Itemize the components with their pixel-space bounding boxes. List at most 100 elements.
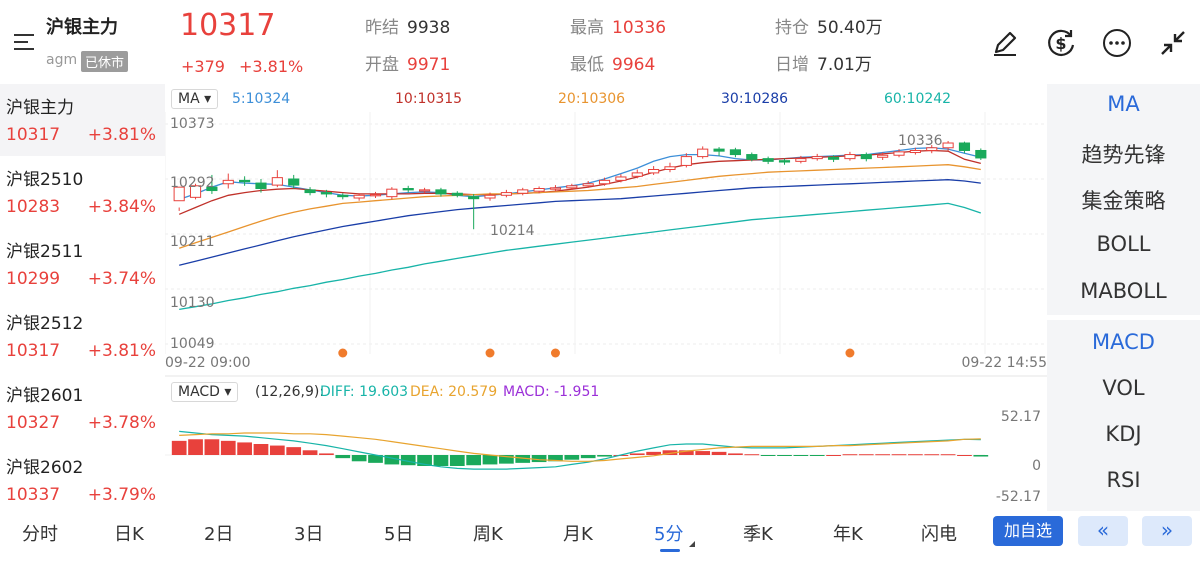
menu-icon[interactable] xyxy=(10,28,40,56)
tab-intraday[interactable]: 分时 xyxy=(22,524,58,545)
macd-bar xyxy=(695,451,711,455)
y-axis-label: 10211 xyxy=(170,234,215,250)
event-markers xyxy=(338,348,855,358)
candle xyxy=(811,156,823,160)
candle xyxy=(451,192,463,196)
tab-3day[interactable]: 3日 xyxy=(294,524,324,545)
macd-bar xyxy=(858,454,874,456)
candle xyxy=(893,151,905,156)
next-button[interactable]: » xyxy=(1142,516,1192,546)
stat-low: 最低 9964 xyxy=(570,55,656,75)
indicator-jijin[interactable]: 集金策略 xyxy=(1081,189,1166,213)
list-item[interactable]: 沪银2511 10299 +3.74% xyxy=(6,242,156,289)
macd-macd-value: MACD: -1.951 xyxy=(503,384,600,400)
indicator-ma[interactable]: MA xyxy=(1107,92,1140,116)
stat-daily-increase: 日增 7.01万 xyxy=(775,55,872,75)
candle xyxy=(517,189,529,194)
instrument-name: 沪银主力 xyxy=(46,17,118,38)
instrument-code: agm xyxy=(46,52,78,68)
macd-indicator-select[interactable]: MACD ▾ xyxy=(171,382,239,402)
tab-yearly[interactable]: 年K xyxy=(833,524,863,545)
list-item[interactable]: 沪银2510 10283 +3.84% xyxy=(6,170,156,217)
tab-2day[interactable]: 2日 xyxy=(204,524,234,545)
ma10-value: 10:10315 xyxy=(395,91,463,107)
tab-flash[interactable]: 闪电 xyxy=(921,524,957,545)
tab-5min[interactable]: 5分 xyxy=(654,524,684,545)
macd-bar xyxy=(368,455,383,463)
price-change-pct: +3.81% xyxy=(239,57,304,76)
candle xyxy=(729,149,741,156)
macd-bar xyxy=(711,451,727,455)
macd-bar xyxy=(319,453,334,455)
macd-y-label: 52.17 xyxy=(1000,409,1041,425)
candle xyxy=(828,156,840,160)
macd-bar xyxy=(809,455,825,456)
list-item[interactable]: 沪银2601 10327 +3.78% xyxy=(6,386,156,433)
macd-y-label: 0 xyxy=(1032,458,1041,474)
candle xyxy=(664,166,676,170)
collapse-icon[interactable] xyxy=(1156,26,1190,60)
tab-weekly[interactable]: 周K xyxy=(473,524,503,545)
add-watchlist-button[interactable]: 加自选 xyxy=(993,516,1063,546)
macd-bar xyxy=(662,450,678,455)
price-change: +379 xyxy=(181,57,225,76)
indicator-trend[interactable]: 趋势先锋 xyxy=(1081,143,1166,167)
candle xyxy=(239,179,251,183)
candle xyxy=(337,194,349,198)
candle xyxy=(386,188,398,198)
candle xyxy=(206,186,218,192)
active-tab-indicator xyxy=(660,549,680,552)
indicator-maboll[interactable]: MABOLL xyxy=(1080,279,1167,303)
indicator-rsi[interactable]: RSI xyxy=(1106,468,1141,492)
candle xyxy=(746,154,758,160)
indicator-vol[interactable]: VOL xyxy=(1102,376,1145,400)
macd-diff-line xyxy=(179,430,981,470)
y-axis-label: 10373 xyxy=(170,116,215,132)
svg-text:$: $ xyxy=(1055,34,1066,53)
candle xyxy=(500,192,512,196)
low-price-label: 10214 xyxy=(490,223,535,239)
time-start-label: 09-22 09:00 xyxy=(165,355,251,371)
y-axis-label: 10292 xyxy=(170,175,215,191)
candle xyxy=(435,189,447,195)
currency-icon[interactable]: $ xyxy=(1044,26,1078,60)
macd-bar xyxy=(433,455,449,467)
tab-daily[interactable]: 日K xyxy=(114,524,144,545)
pen-icon[interactable] xyxy=(988,26,1022,60)
macd-bar xyxy=(580,455,596,459)
prev-button[interactable]: « xyxy=(1078,516,1128,546)
candle xyxy=(877,154,889,158)
candle xyxy=(958,142,971,151)
ma60-value: 60:10242 xyxy=(884,91,952,107)
macd-bar xyxy=(793,455,809,456)
indicator-kdj[interactable]: KDJ xyxy=(1105,422,1142,446)
ma-line-20 xyxy=(178,164,981,249)
macd-bar xyxy=(384,455,400,465)
event-marker xyxy=(845,348,855,358)
indicator-select[interactable]: MA ▾ xyxy=(171,89,219,109)
tab-dropdown-icon[interactable] xyxy=(689,541,695,547)
macd-bar xyxy=(548,455,563,462)
tab-quarterly[interactable]: 季K xyxy=(743,524,773,545)
indicator-boll[interactable]: BOLL xyxy=(1096,232,1151,256)
candle xyxy=(582,183,594,187)
macd-bar xyxy=(417,455,432,467)
macd-bar xyxy=(335,455,351,459)
list-item[interactable]: 沪银2512 10317 +3.81% xyxy=(6,314,156,361)
tab-monthly[interactable]: 月K xyxy=(563,524,593,545)
ma-line-60 xyxy=(179,202,982,311)
macd-dea-line xyxy=(179,432,981,462)
list-item[interactable]: 沪银主力 10317 +3.81% xyxy=(0,84,165,156)
candle xyxy=(680,156,692,166)
macd-bar xyxy=(188,439,203,455)
more-icon[interactable] xyxy=(1100,26,1134,60)
macd-bar xyxy=(482,455,498,465)
candle xyxy=(926,147,938,151)
kline-chart[interactable]: MA ▾ 5:10324 10:10315 20:10306 30:10286 … xyxy=(165,84,1047,511)
candle xyxy=(288,178,300,186)
list-item[interactable]: 沪银2602 10337 +3.79% xyxy=(6,458,156,505)
y-axis-label: 10049 xyxy=(170,336,215,352)
tab-5day[interactable]: 5日 xyxy=(384,524,414,545)
indicator-macd[interactable]: MACD xyxy=(1092,330,1155,354)
quote-header: 沪银主力 agm 已休市 10317 +379 +3.81% 昨结 9938 开盘… xyxy=(0,0,1200,84)
